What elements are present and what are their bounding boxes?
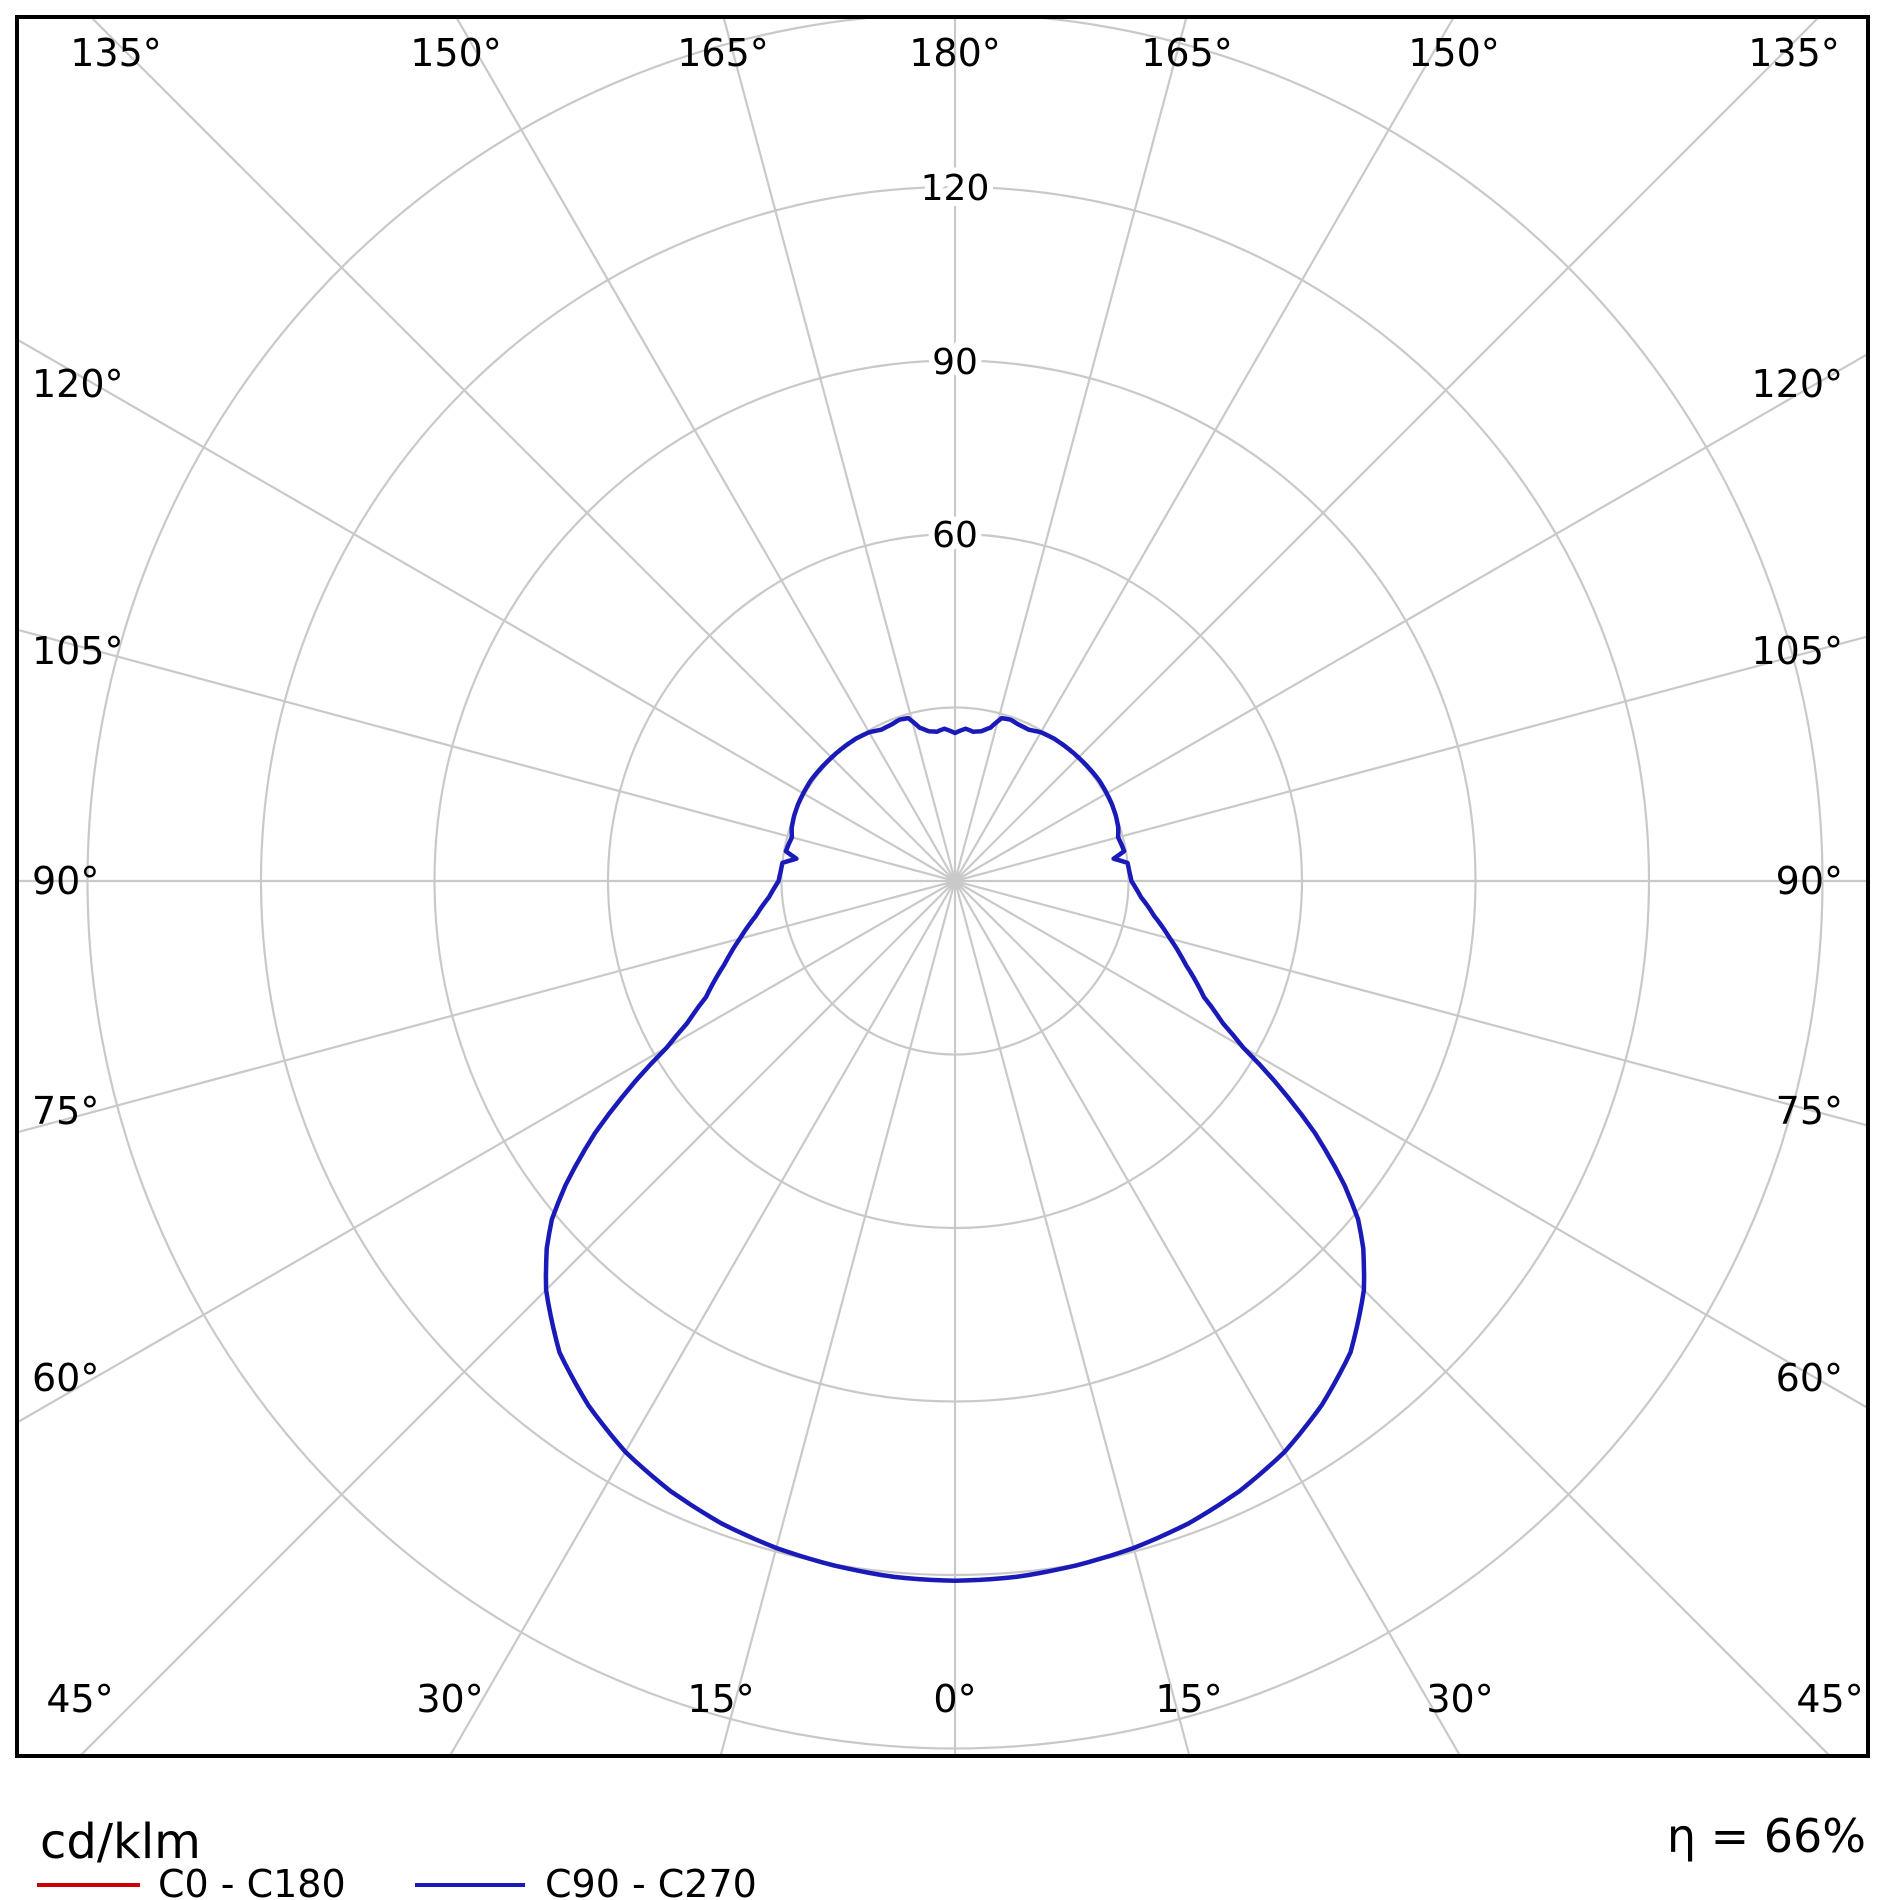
- ring-label-90: 90: [932, 342, 978, 383]
- grid-spoke-105: [954, 635, 1868, 883]
- grid-spoke-30: [954, 880, 1462, 1756]
- efficiency-label: η = 66%: [1667, 1809, 1866, 1863]
- legend-label-c0-c180: C0 - C180: [158, 1862, 346, 1900]
- angle-label-60-left: 60°: [32, 1356, 99, 1400]
- grid-spoke-75: [954, 879, 1868, 1127]
- grid-spoke-195: [722, 17, 957, 882]
- grid-spoke-165: [953, 17, 1188, 882]
- grid-spoke-285: [17, 879, 956, 1134]
- angle-label-150-left: 150°: [410, 31, 502, 75]
- angle-label-30-left: 30°: [416, 1677, 483, 1721]
- curve-C90-C270: [543, 715, 1367, 1583]
- angle-label-0-right: 0°: [933, 1677, 976, 1721]
- angle-label-75-left: 75°: [32, 1089, 99, 1133]
- angle-label-90-right: 90°: [1776, 859, 1843, 903]
- ring-label-120: 120: [921, 168, 990, 209]
- angle-label-165-left: 165°: [677, 31, 769, 75]
- grid-spoke-135: [954, 17, 1821, 882]
- legend-label-c90-c270: C90 - C270: [545, 1862, 757, 1900]
- ring-label-60: 60: [932, 515, 978, 556]
- angle-label-15-left: 15°: [687, 1677, 754, 1721]
- angle-label-60-right: 60°: [1776, 1356, 1843, 1400]
- grid-spoke-225: [89, 17, 956, 882]
- grid-spoke-345: [719, 880, 957, 1756]
- radial-unit-label: cd/klm: [40, 1814, 201, 1870]
- grid-spoke-315: [78, 880, 956, 1756]
- angle-label-105-left: 105°: [32, 629, 124, 673]
- grid-spoke-60: [954, 880, 1868, 1410]
- legend-item-c90-c270: C90 - C270: [415, 1862, 757, 1900]
- angle-label-45-left: 45°: [46, 1677, 113, 1721]
- angle-label-90-left: 90°: [32, 859, 99, 903]
- grid-spoke-120: [954, 352, 1868, 882]
- ring-value-labels: 60 90 120: [915, 162, 996, 562]
- legend-item-c0-c180: C0 - C180: [37, 1862, 346, 1900]
- grid-spoke-15: [953, 880, 1191, 1756]
- angle-label-120-left: 120°: [32, 362, 124, 406]
- angle-label-45-right: 45°: [1796, 1677, 1863, 1721]
- grid-spoke-240: [17, 338, 956, 882]
- grid-spoke-330: [448, 880, 956, 1756]
- plot-border: [15, 15, 1870, 1758]
- angle-label-75-right: 75°: [1776, 1089, 1843, 1133]
- angle-label-15-right: 15°: [1155, 1677, 1222, 1721]
- legend: C0 - C180 C90 - C270: [37, 1862, 757, 1900]
- angle-label-30-right: 30°: [1426, 1677, 1493, 1721]
- angle-label-105-right: 105°: [1751, 629, 1843, 673]
- angle-label-135-left: 135°: [70, 31, 162, 75]
- angle-label-120-right: 120°: [1751, 362, 1843, 406]
- intensity-curves: [543, 715, 1367, 1583]
- angle-label-165-right: 165°: [1141, 31, 1233, 75]
- grid-spoke-210: [454, 17, 956, 882]
- grid-spoke-255: [17, 628, 956, 883]
- angle-labels: 0° 15° 15° 30° 30° 45° 45° 60° 60° 75° 75° 90° 90° 10…: [32, 31, 1864, 1721]
- angle-label-180-right: 180°: [909, 31, 1001, 75]
- grid-spoke-300: [17, 880, 956, 1424]
- angle-label-150-right: 150°: [1408, 31, 1500, 75]
- angle-label-135-right: 135°: [1748, 31, 1840, 75]
- grid-spoke-150: [954, 17, 1456, 882]
- grid-spoke-45: [954, 880, 1832, 1756]
